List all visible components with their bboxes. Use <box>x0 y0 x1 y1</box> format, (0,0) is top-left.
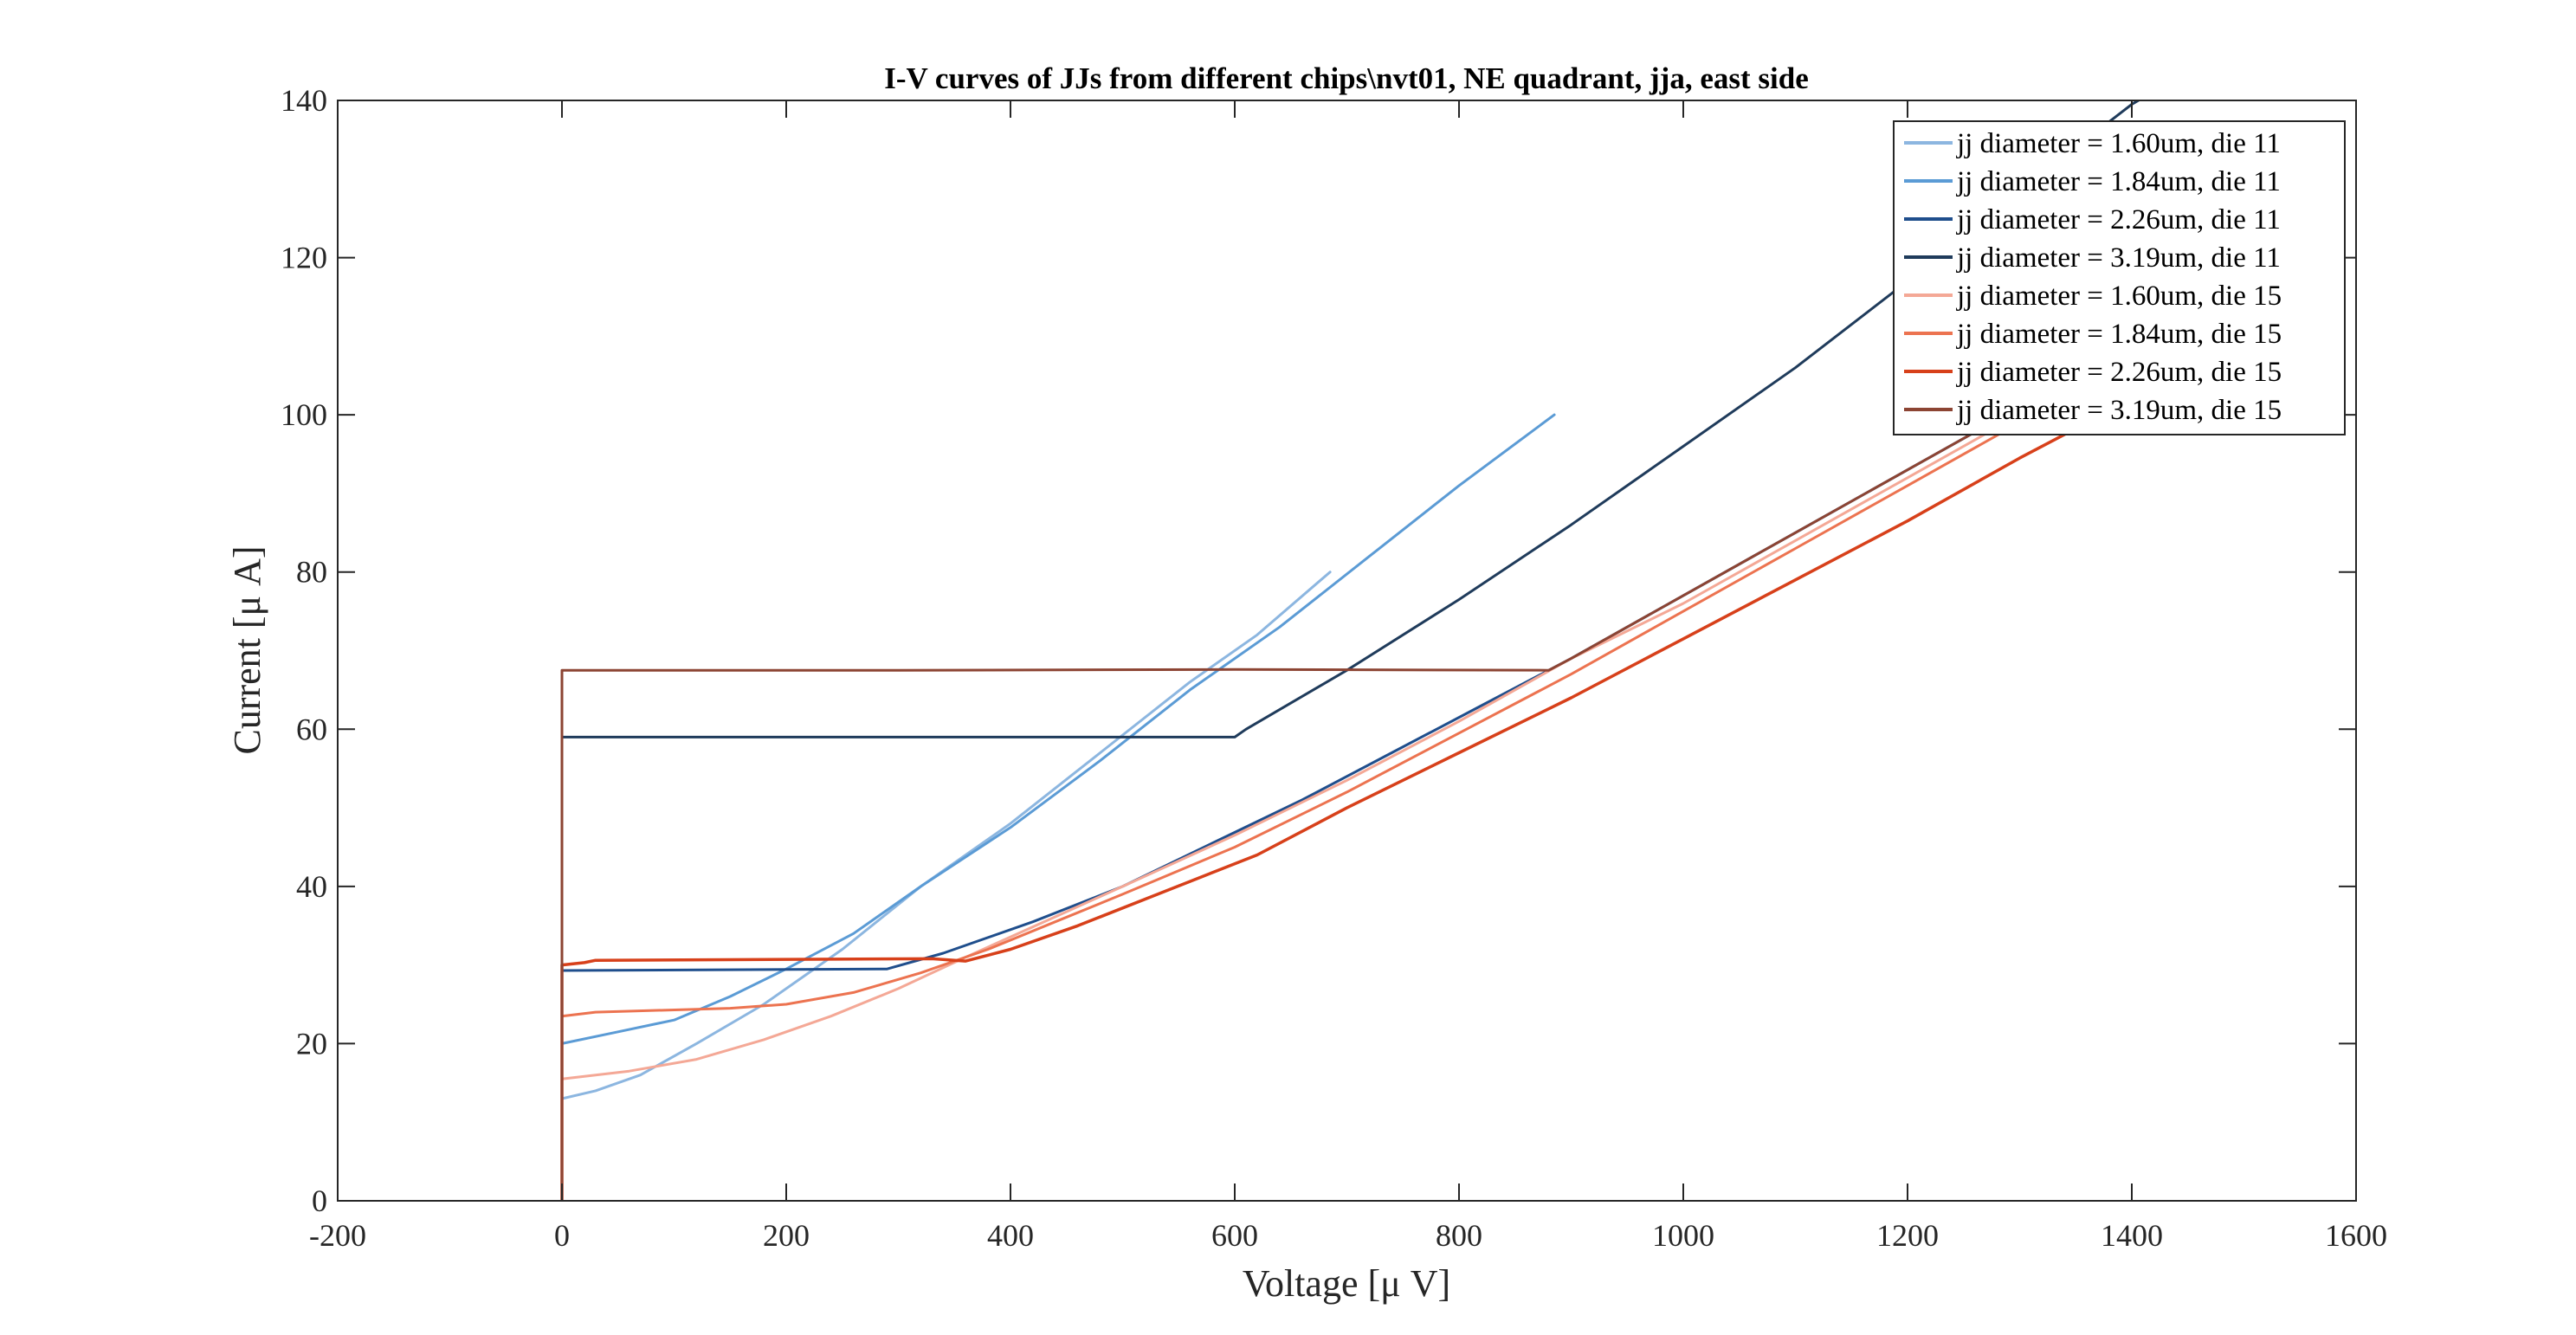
y-tick-label: 0 <box>312 1183 327 1218</box>
legend-entry-2: jj diameter = 1.84um, die 11 <box>1956 166 2281 197</box>
series-line-6 <box>560 390 2077 1201</box>
series-line-8 <box>560 390 2055 1201</box>
legend-box <box>1893 120 2346 435</box>
y-tick-label: 100 <box>281 397 327 432</box>
x-tick-label: 1200 <box>1876 1218 1939 1253</box>
series-line-1 <box>560 571 1332 1201</box>
y-tick-label: 140 <box>281 83 327 118</box>
legend-entry-8: jj diameter = 3.19um, die 15 <box>1956 395 2282 426</box>
legend-entry-1: jj diameter = 1.60um, die 11 <box>1956 128 2281 159</box>
x-tick-label: 1000 <box>1652 1218 1714 1253</box>
series-line-5 <box>560 390 2066 1201</box>
y-tick-label: 120 <box>281 241 327 275</box>
series-line-2 <box>560 413 1556 1201</box>
x-tick-label: 400 <box>987 1218 1034 1253</box>
x-tick-label: 800 <box>1436 1218 1482 1253</box>
legend-entry-5: jj diameter = 1.60um, die 15 <box>1956 281 2282 312</box>
y-tick-label: 20 <box>296 1026 327 1061</box>
x-tick-label: 1400 <box>2101 1218 2163 1253</box>
x-tick-label: 1600 <box>2325 1218 2387 1253</box>
x-tick-label: 600 <box>1211 1218 1258 1253</box>
x-tick-label: 200 <box>763 1218 810 1253</box>
y-tick-label: 60 <box>296 712 327 746</box>
legend: jj diameter = 1.60um, die 11 jj diameter … <box>1893 120 2346 435</box>
legend-entry-7: jj diameter = 2.26um, die 15 <box>1956 357 2282 388</box>
axes-box <box>337 100 2357 1202</box>
series-line-7 <box>560 397 2134 1201</box>
x-axis-label: Voltage [μ V] <box>1243 1262 1450 1305</box>
y-tick-label: 40 <box>296 869 327 904</box>
y-axis-label: Current [μ A] <box>226 545 268 754</box>
legend-entry-3: jj diameter = 2.26um, die 11 <box>1956 204 2281 235</box>
legend-entry-4: jj diameter = 3.19um, die 11 <box>1956 242 2281 274</box>
x-tick-label: -200 <box>309 1218 366 1253</box>
y-tick-label: 80 <box>296 555 327 590</box>
x-tick-label: 0 <box>554 1218 570 1253</box>
legend-entry-6: jj diameter = 1.84um, die 15 <box>1956 319 2282 350</box>
tick-layer: -200 0 200 400 600 800 1000 1200 1400 16000204060… <box>281 83 2387 1253</box>
chart-title: I-V curves of JJs from different chips\n… <box>884 61 1808 95</box>
